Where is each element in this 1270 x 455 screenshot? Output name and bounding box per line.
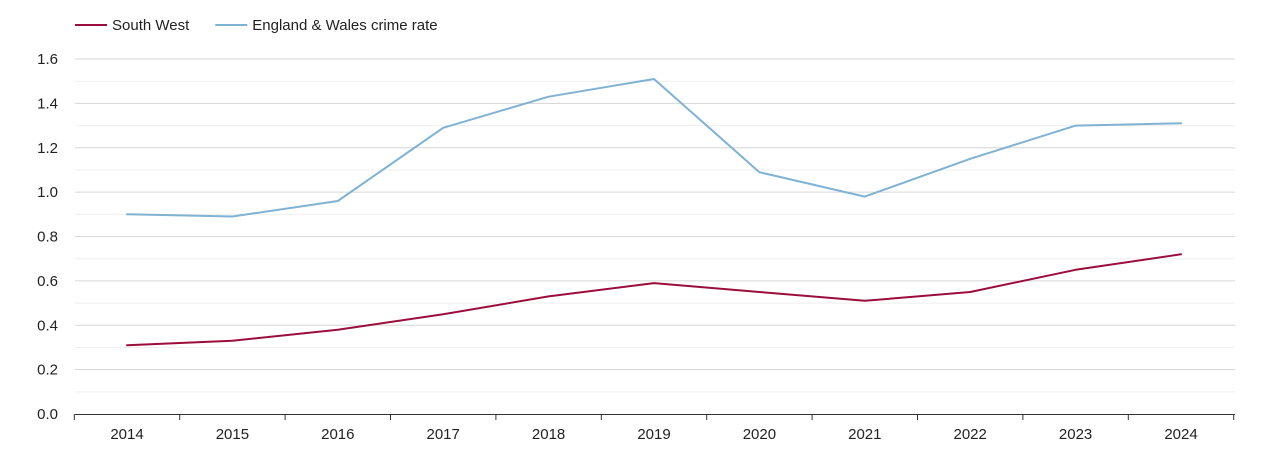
legend: South West England & Wales crime rate [75,17,438,34]
legend-item-1[interactable]: England & Wales crime rate [215,17,437,34]
y-tick-label: 0.8 [37,229,58,246]
x-tick-label: 2020 [743,426,776,443]
x-tick-label: 2024 [1164,426,1197,443]
y-tick-label: 0.0 [37,406,58,423]
x-tick-label: 2015 [216,426,249,443]
x-tick-label: 2017 [427,426,460,443]
legend-label: England & Wales crime rate [252,17,437,34]
legend-label: South West [112,17,190,34]
x-tick-label: 2019 [637,426,670,443]
series-line-0 [127,254,1181,345]
y-tick-label: 1.2 [37,140,58,157]
y-tick-label: 1.0 [37,184,58,201]
x-tick-label: 2018 [532,426,565,443]
y-tick-label: 1.4 [37,95,58,112]
y-tick-label: 0.2 [37,362,58,379]
x-tick-label: 2023 [1059,426,1092,443]
x-tick-label: 2021 [848,426,881,443]
series-lines [127,79,1181,345]
x-tick-label: 2022 [954,426,987,443]
x-tick-label: 2014 [110,426,143,443]
axes: 0.0 0.2 0.4 0.6 0.8 1.0 1.2 1.4 1.6 2014 2015 2016 2… [37,51,1235,443]
y-tick-label: 1.6 [37,51,58,68]
gridlines [75,59,1235,392]
y-tick-label: 0.6 [37,273,58,290]
y-tick-label: 0.4 [37,317,58,334]
legend-item-0[interactable]: South West [75,17,190,34]
x-tick-label: 2016 [321,426,354,443]
